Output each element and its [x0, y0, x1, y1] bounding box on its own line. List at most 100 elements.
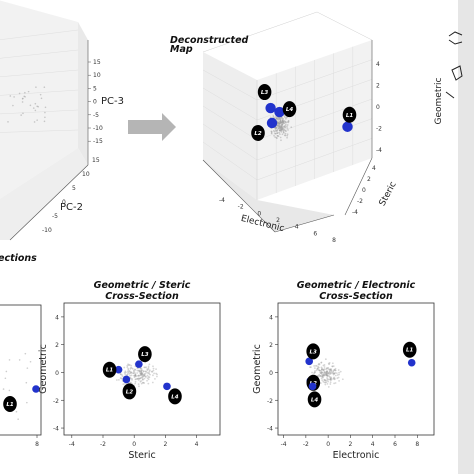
geo-steric-cloud-point: [129, 381, 131, 384]
geo-electronic-cloud-point: [320, 377, 323, 380]
geo-steric-cloud-point: [148, 363, 151, 366]
geo-steric-cloud-point: [118, 378, 120, 381]
pca-grid-line: [0, 69, 79, 78]
geo-electronic-cloud-point: [314, 364, 317, 367]
map-ligand-L3-point: [265, 102, 276, 114]
partial-cloud-point: [29, 360, 32, 363]
geo-steric-x-tick-label: -4: [69, 441, 75, 448]
geo-steric-cloud-point: [134, 380, 137, 383]
geo-steric-cloud-point: [126, 364, 129, 367]
map-cloud-point: [274, 116, 276, 119]
geo-electronic-cloud-point: [326, 374, 329, 377]
pca-grid-line: [0, 49, 79, 59]
map-x-tick-label: -4: [219, 197, 225, 204]
geo-electronic-cloud-point: [318, 369, 321, 372]
geo-electronic-cloud-point: [323, 366, 326, 368]
geo-steric-cloud-point: [121, 374, 123, 376]
map-cloud-point: [276, 117, 278, 120]
pca-cloud-point: [35, 86, 37, 88]
map-cloud-point: [280, 127, 282, 129]
geo-steric-cloud-point: [140, 370, 143, 373]
map-cloud-point: [279, 129, 282, 132]
map-y-tick-label: 2: [367, 176, 371, 183]
geo-electronic-cloud-point: [315, 364, 318, 367]
map-cloud-point: [276, 134, 279, 137]
geo-steric-cloud-point: [136, 369, 139, 372]
geo-electronic-cloud-point: [338, 379, 340, 382]
geo-electronic-cloud-point: [326, 379, 329, 382]
geo-steric-ligand-L4-point: [163, 382, 171, 391]
map-cloud-point: [281, 121, 284, 123]
geo-steric-cloud-point: [120, 377, 123, 380]
geo-steric-cloud-point: [127, 371, 130, 374]
geo-electronic-cloud-point: [314, 370, 316, 372]
geo-electronic-cloud-point: [316, 367, 319, 370]
geo-electronic-cloud-point: [321, 374, 324, 377]
geo-electronic-cloud-point: [329, 383, 332, 385]
pca-cloud-point: [34, 109, 37, 112]
geo-steric-cloud-point: [143, 382, 146, 384]
geo-steric-cloud-point: [140, 372, 142, 375]
geo-electronic-cloud-point: [320, 375, 323, 378]
geo-steric-cloud-point: [138, 377, 141, 380]
geo-electronic-cloud-point: [323, 371, 326, 373]
geo-steric-cloud-point: [144, 376, 147, 378]
geo-steric-ligand-L2-point: [122, 375, 131, 384]
geo-electronic-cloud-point: [321, 379, 324, 382]
geo-electronic-ligand-L3-label-bg: [306, 343, 321, 360]
geo-steric-cloud-point: [147, 371, 150, 374]
geo-electronic-cloud-point: [325, 373, 328, 376]
map-ligand-L3-label-bg: [257, 84, 272, 101]
map-cloud-point: [272, 116, 275, 118]
map-cloud-point: [281, 133, 284, 136]
geo-steric-cloud-point: [148, 376, 151, 379]
geo-steric-cloud-point: [145, 366, 148, 369]
geo-electronic-cloud-point: [325, 371, 328, 374]
pca-z-tick-label: 0: [93, 99, 97, 106]
geo-electronic-cloud-point: [316, 368, 319, 371]
geo-steric-cloud-point: [119, 373, 122, 375]
geo-electronic-cloud-point: [319, 371, 322, 374]
geo-electronic-cloud-point: [326, 367, 329, 370]
map-cloud-point: [280, 125, 283, 128]
geo-steric-cloud-point: [138, 370, 141, 373]
geo-electronic-cloud-point: [334, 369, 337, 372]
geo-steric-cloud-point: [115, 379, 118, 381]
map-cloud-point: [275, 136, 278, 139]
pca-back-pane: [0, 0, 78, 199]
geo-steric-cloud-point: [137, 374, 140, 377]
geo-steric-cloud-point: [129, 372, 132, 375]
map-cloud-point: [282, 120, 284, 123]
geo-steric-cloud-point: [137, 377, 140, 380]
geo-steric-cloud-point: [124, 371, 127, 374]
geo-steric-ligand-L2-label: L2: [126, 389, 134, 395]
map-cloud-point: [278, 125, 281, 127]
geo-electronic-cloud-point: [320, 368, 323, 371]
geo-electronic-cloud-point: [326, 377, 328, 379]
geo-steric-cloud-point: [131, 378, 133, 381]
geo-electronic-cloud-point: [329, 377, 332, 380]
map-cloud-point: [284, 126, 287, 129]
geo-electronic-cloud-point: [332, 365, 335, 368]
geo-electronic-cloud-point: [328, 369, 331, 372]
map-cloud-point: [270, 130, 273, 133]
geo-steric-cloud-point: [141, 373, 144, 376]
map-z-tick-label: -2: [376, 126, 382, 133]
map-cloud-point: [273, 130, 276, 133]
geo-electronic-cloud-point: [324, 371, 326, 374]
geo-steric-cloud-point: [143, 373, 146, 376]
geo-steric-cloud-point: [127, 369, 130, 371]
molecule-fragment: [445, 91, 455, 99]
geo-electronic-cloud-point: [321, 375, 324, 378]
geo-electronic-cloud-point: [339, 370, 342, 373]
map-cloud-point: [282, 131, 285, 134]
geo-steric-cloud-point: [138, 385, 140, 388]
pca-cloud-point: [21, 97, 24, 100]
geo-steric-cloud-point: [146, 369, 149, 372]
pca-cloud-point: [34, 102, 37, 105]
geo-electronic-cloud-point: [327, 366, 330, 369]
geo-electronic-cloud-point: [323, 364, 326, 366]
map-cloud-point: [279, 117, 282, 120]
geo-electronic-cloud-point: [334, 372, 337, 374]
geo-electronic-cloud-point: [330, 378, 333, 381]
